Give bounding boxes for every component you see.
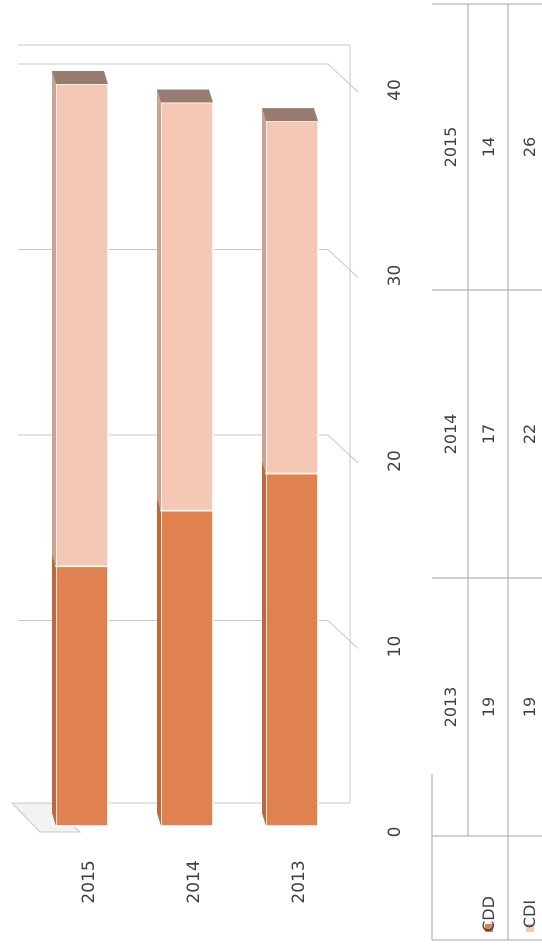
- bar-segment: [160, 101, 214, 512]
- table-row-label: CDD: [479, 896, 498, 932]
- table-cell: 14: [479, 137, 498, 157]
- bar-segment: [265, 472, 319, 827]
- tick-label: 30: [385, 265, 405, 287]
- bars: [52, 71, 319, 827]
- legend-swatch: [485, 924, 493, 932]
- bar-top: [262, 108, 318, 122]
- category-label: 2014: [184, 860, 204, 903]
- bar-segment: [55, 83, 109, 568]
- table-cell: 26: [520, 137, 539, 157]
- data-table: 2013 2014 2015 CDD 19 17 14 CDI 19 22 26: [431, 3, 542, 941]
- tick-label: 40: [385, 79, 405, 101]
- tick-label: 10: [385, 636, 405, 658]
- table-cell: 19: [520, 697, 539, 717]
- bar-segment-side: [262, 460, 266, 826]
- gridline: [18, 620, 359, 649]
- bar-segment: [160, 509, 214, 827]
- table-row-label: CDI: [520, 900, 539, 928]
- value-axis: 0 10 20 30 40: [385, 79, 405, 837]
- bar-top: [157, 89, 213, 103]
- tick-label: 0: [385, 827, 405, 838]
- tick-label: 20: [385, 450, 405, 472]
- legend-swatch: [526, 924, 534, 932]
- table-column-header: 2013: [441, 687, 460, 728]
- gridline: [18, 434, 359, 464]
- table-cell: 19: [479, 697, 498, 717]
- table-cell: 17: [479, 424, 498, 444]
- table-cell: 22: [520, 424, 539, 444]
- table-column-header: 2014: [441, 414, 460, 455]
- gridline: [18, 249, 359, 278]
- category-label: 2015: [79, 860, 99, 903]
- bar-segment-side: [52, 553, 56, 826]
- category-axis: 2015 2014 2013: [79, 860, 309, 903]
- gridline: [18, 63, 359, 93]
- bar-segment-side: [157, 497, 161, 826]
- bar-top: [52, 71, 108, 84]
- bar-segment: [55, 565, 109, 827]
- grid-lines: [18, 63, 359, 649]
- bar-segment: [265, 120, 319, 475]
- bar-segment-side: [52, 71, 56, 567]
- bar-segment-side: [262, 108, 266, 474]
- bar-segment-side: [157, 89, 161, 511]
- category-label: 2013: [289, 860, 309, 903]
- table-column-header: 2015: [441, 127, 460, 168]
